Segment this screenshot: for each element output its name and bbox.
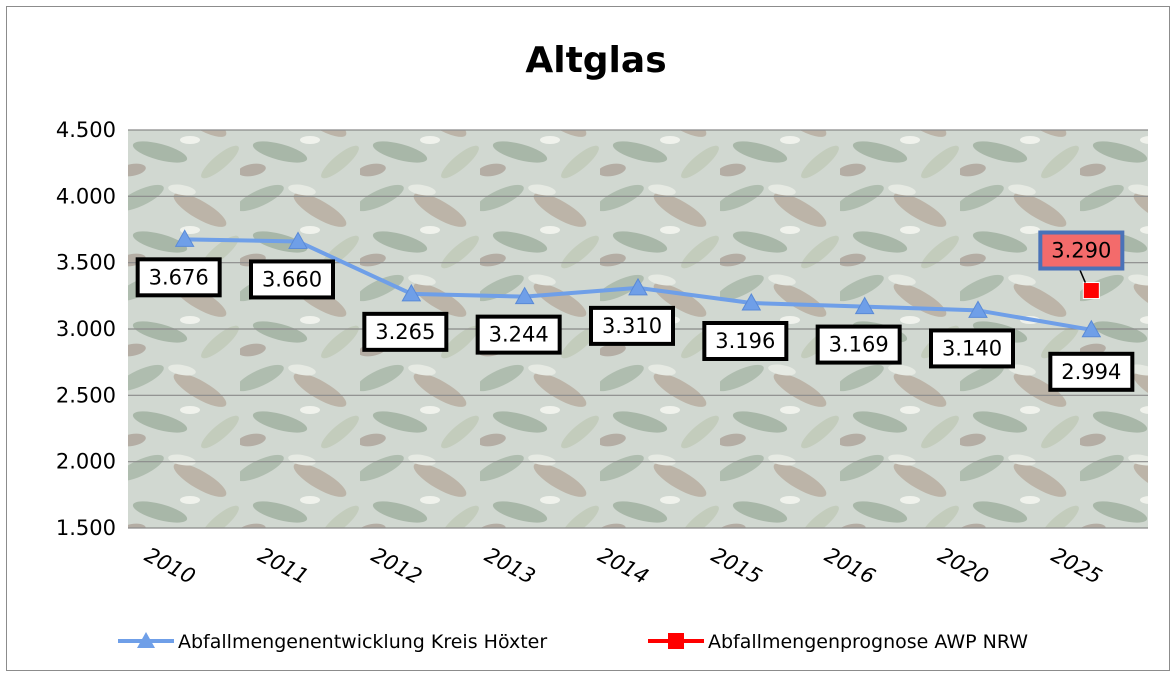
data-label-box bbox=[249, 259, 335, 300]
data-point bbox=[628, 277, 648, 296]
series-group bbox=[174, 229, 1102, 338]
y-tick-label: 3.000 bbox=[56, 317, 116, 341]
data-label: 3.310 bbox=[602, 314, 662, 338]
data-label-box bbox=[135, 257, 222, 298]
data-label: 3.140 bbox=[942, 336, 1002, 360]
x-axis: 2010 2011 2012 2013 2014 2015 2016 2020 2025 bbox=[141, 543, 1106, 589]
data-label-box bbox=[589, 305, 675, 346]
x-tick-label: 2025 bbox=[1047, 543, 1105, 589]
data-label-box bbox=[362, 311, 449, 352]
x-tick-label: 2011 bbox=[254, 543, 312, 589]
y-tick-label: 2.000 bbox=[56, 450, 116, 474]
data-label: 3.676 bbox=[149, 265, 209, 289]
data-label: 3.169 bbox=[829, 333, 889, 357]
x-tick-label: 2015 bbox=[707, 543, 765, 589]
data-point bbox=[288, 231, 308, 249]
legend-label: Abfallmengenprognose AWP NRW bbox=[708, 631, 1028, 653]
data-labels: 3.676 3.660 3.265 3.244 3.310 3.196 3.169 3.140… bbox=[135, 230, 1135, 392]
y-tick-label: 1.500 bbox=[56, 516, 116, 540]
x-tick-label: 2013 bbox=[481, 543, 539, 589]
data-label: 3.196 bbox=[715, 329, 775, 353]
data-point bbox=[401, 283, 422, 302]
legend-label: Abfallmengenentwicklung Kreis Höxter bbox=[178, 631, 547, 653]
data-label: 2.994 bbox=[1061, 360, 1121, 384]
x-tick-label: 2012 bbox=[367, 543, 425, 589]
data-label-box bbox=[815, 324, 902, 365]
data-label: 3.290 bbox=[1051, 239, 1111, 263]
legend: Abfallmengenentwicklung Kreis Höxter Abfa… bbox=[118, 631, 1028, 653]
y-tick-label: 3.500 bbox=[56, 251, 116, 275]
y-tick-label: 4.500 bbox=[56, 118, 116, 142]
x-tick-label: 2014 bbox=[594, 543, 652, 589]
data-point bbox=[1082, 282, 1100, 300]
legend-marker-square bbox=[668, 633, 684, 649]
data-point bbox=[968, 300, 988, 318]
data-point bbox=[854, 296, 875, 315]
data-label: 3.244 bbox=[489, 323, 549, 347]
data-point bbox=[174, 229, 195, 247]
y-tick-label: 2.500 bbox=[56, 383, 116, 407]
label-leader-line bbox=[1078, 268, 1087, 283]
x-tick-label: 2020 bbox=[934, 543, 992, 589]
legend-marker-triangle bbox=[137, 632, 155, 648]
x-tick-label: 2016 bbox=[821, 543, 879, 589]
data-label: 3.265 bbox=[375, 320, 435, 344]
data-point bbox=[741, 292, 762, 311]
y-axis: 1.500 2.000 2.500 3.000 3.500 4.000 4.500 bbox=[56, 118, 116, 540]
data-point bbox=[1081, 319, 1102, 338]
x-tick-label: 2010 bbox=[141, 543, 199, 589]
data-point bbox=[514, 286, 535, 305]
data-label-box bbox=[702, 320, 789, 361]
chart-title: Altglas bbox=[525, 40, 666, 81]
data-label-box bbox=[1038, 230, 1125, 271]
data-label-box bbox=[929, 328, 1015, 369]
data-label-box bbox=[1048, 351, 1135, 392]
data-label-box bbox=[475, 314, 562, 355]
data-label: 3.660 bbox=[262, 267, 322, 291]
y-tick-label: 4.000 bbox=[56, 184, 116, 208]
